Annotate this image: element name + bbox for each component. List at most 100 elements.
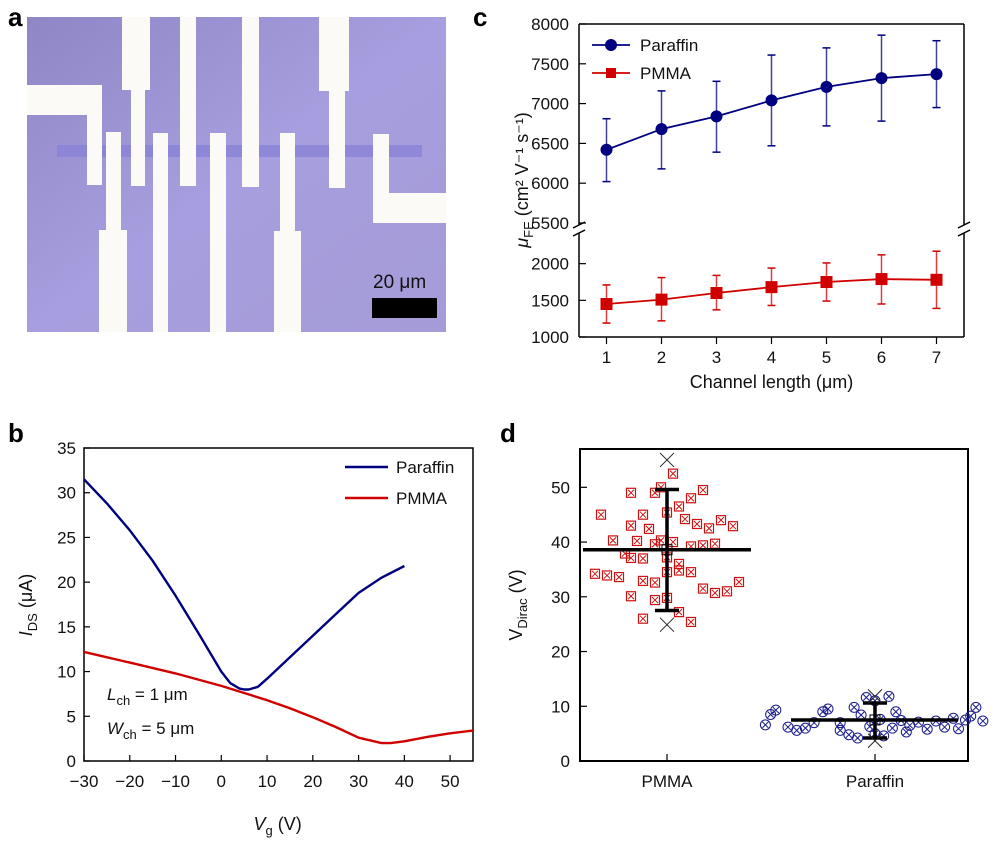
x-tick-label: 3 <box>712 348 721 367</box>
marker-x <box>711 589 719 597</box>
marker-x <box>693 520 701 528</box>
marker-circle <box>770 704 782 716</box>
marker-x <box>972 704 980 711</box>
marker-x <box>735 578 743 586</box>
data-point-pmma <box>820 276 833 288</box>
axis-break-mark <box>572 229 586 237</box>
marker-box <box>679 513 691 525</box>
axis-break-mark <box>957 221 971 229</box>
data-point-pmma <box>697 484 709 496</box>
data-point-paraffin <box>883 690 895 702</box>
axis-break-mark <box>957 229 971 237</box>
y-tick-label: 15 <box>57 618 76 637</box>
marker-x <box>597 511 605 519</box>
marker-box <box>637 575 649 587</box>
marker-box <box>625 487 637 498</box>
data-point-paraffin <box>600 143 613 156</box>
marker-x <box>687 568 695 576</box>
y-tick-label: 7500 <box>531 55 569 74</box>
data-point-pmma <box>679 513 691 525</box>
x-tick-label: 4 <box>767 348 776 367</box>
marker-box <box>637 553 649 564</box>
y-tick-label: 30 <box>57 484 76 503</box>
data-point-paraffin <box>822 703 834 715</box>
x-tick-label: −10 <box>161 772 190 791</box>
data-point-paraffin <box>886 722 898 734</box>
x-tick-label: 0 <box>217 772 226 791</box>
data-point-pmma <box>697 583 709 594</box>
marker-x <box>645 525 653 533</box>
data-point-pmma <box>655 535 667 546</box>
data-point-paraffin <box>655 123 668 136</box>
marker-x <box>836 726 844 734</box>
curve-pmma <box>83 650 474 745</box>
data-point-pmma <box>930 273 943 286</box>
marker-x <box>699 486 707 494</box>
marker-box <box>685 616 697 628</box>
y-tick-label: 30 <box>551 588 570 607</box>
marker-x <box>681 515 689 523</box>
marker-x <box>885 693 893 700</box>
data-point-pmma <box>721 586 733 597</box>
legend-label-paraffin: Paraffin <box>640 36 698 55</box>
extreme-marker <box>867 733 883 749</box>
marker-box <box>607 535 619 546</box>
marker-x <box>651 596 659 604</box>
annotation-channel-width: Wch = 5 μm <box>107 719 194 742</box>
marker-x <box>767 711 774 718</box>
data-point-paraffin <box>834 724 846 736</box>
marker-box <box>601 570 613 581</box>
marker-x <box>615 573 623 581</box>
marker-box <box>655 482 667 493</box>
y-axis-title: VDirac (V) <box>506 569 530 640</box>
x-tick-label: −20 <box>115 772 144 791</box>
marker-box <box>595 509 607 520</box>
data-point-pmma <box>637 613 649 624</box>
data-point-pmma <box>625 552 637 564</box>
marker-circle <box>890 706 902 718</box>
data-point-pmma <box>607 535 619 546</box>
data-point-paraffin <box>770 704 782 716</box>
marker-x <box>962 716 969 724</box>
data-point-paraffin <box>890 706 902 718</box>
data-point-pmma <box>710 287 723 299</box>
marker-x <box>923 725 931 733</box>
data-point-pmma <box>613 571 625 583</box>
y-tick-label: 8000 <box>531 15 569 34</box>
marker-box <box>625 552 637 564</box>
marker-box <box>589 568 601 579</box>
marker-circle <box>953 723 965 735</box>
marker-box <box>649 577 661 588</box>
data-point-pmma <box>631 535 643 547</box>
data-point-paraffin <box>765 94 778 107</box>
y-tick-label: 35 <box>57 439 76 458</box>
marker-circle <box>883 690 895 702</box>
data-point-paraffin <box>875 72 888 85</box>
data-point-paraffin <box>817 706 829 718</box>
marker-x <box>862 694 870 701</box>
marker-circle <box>834 717 846 729</box>
x-tick-label: 1 <box>602 348 611 367</box>
legend-label-paraffin: Paraffin <box>396 458 454 477</box>
marker-x <box>639 555 647 562</box>
marker-x <box>603 572 611 579</box>
marker-x <box>793 726 801 734</box>
data-point-pmma <box>625 487 637 498</box>
data-point-pmma <box>637 553 649 564</box>
marker-x <box>627 522 635 529</box>
y-tick-label: 1500 <box>531 291 569 310</box>
marker-x <box>639 511 647 519</box>
data-point-paraffin <box>939 721 951 733</box>
data-point-paraffin <box>930 68 943 81</box>
data-point-pmma <box>875 273 888 286</box>
marker-x <box>699 585 707 592</box>
marker-x <box>819 708 827 716</box>
data-point-pmma <box>673 565 685 576</box>
micrograph-image: 20 μm <box>27 17 446 332</box>
marker-circle <box>791 724 803 736</box>
marker-x <box>669 470 677 477</box>
marker-x <box>802 724 809 732</box>
y-tick-label: 1000 <box>531 328 569 347</box>
data-point-paraffin <box>965 710 977 722</box>
x-axis-title: Channel length (μm) <box>690 372 853 392</box>
